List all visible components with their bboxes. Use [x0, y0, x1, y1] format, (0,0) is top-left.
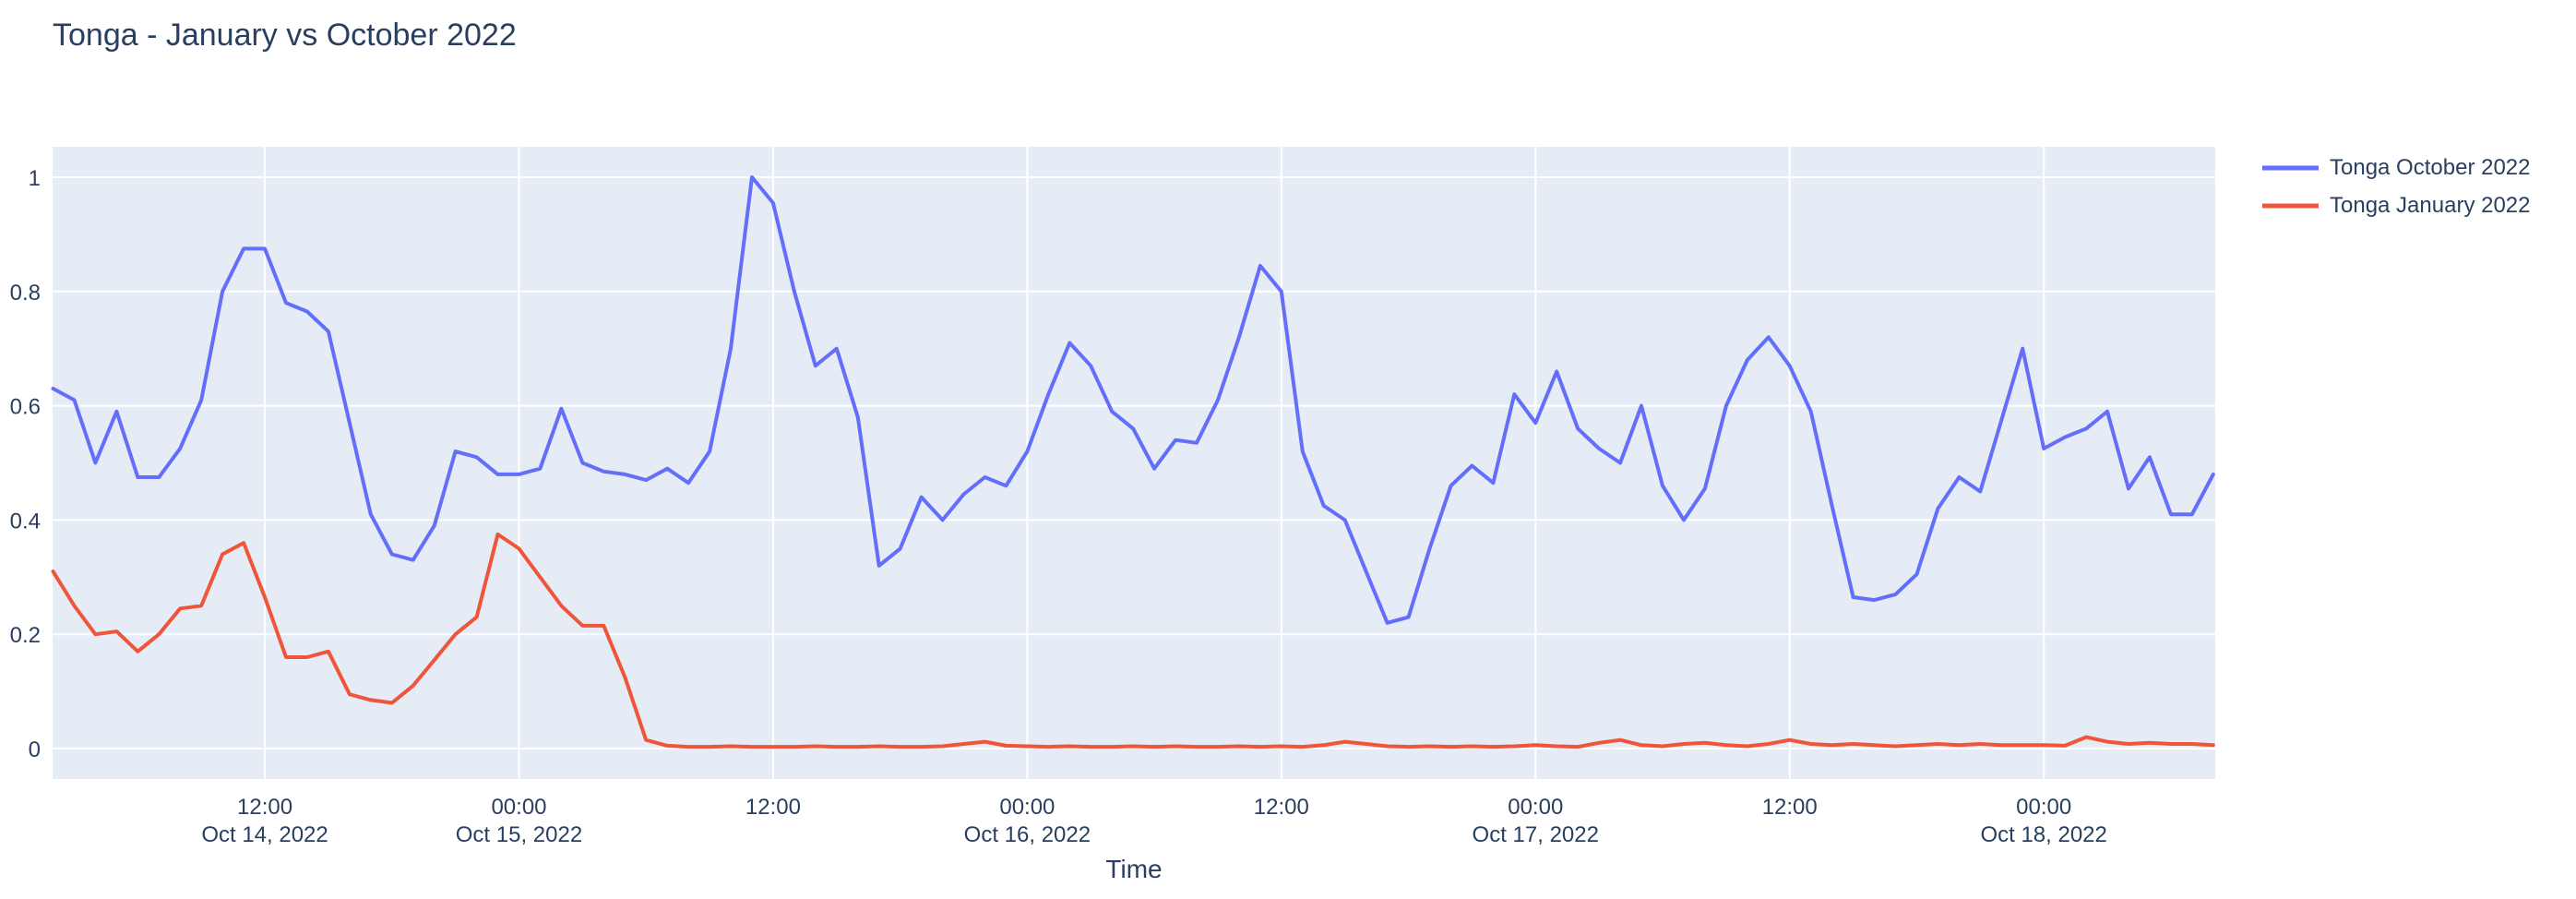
- legend: Tonga October 2022 Tonga January 2022: [2262, 155, 2531, 219]
- legend-line-october-icon: [2262, 165, 2319, 171]
- chart-title: Tonga - January vs October 2022: [53, 18, 517, 53]
- plot-background: [53, 147, 2215, 779]
- series-line-tonga-october-2022[interactable]: [51, 175, 2215, 625]
- x-tick-date-label: Oct 17, 2022: [1473, 822, 1599, 847]
- x-tick-time-label: 00:00: [1508, 795, 1563, 820]
- x-tick-time-label: 00:00: [2016, 795, 2071, 820]
- x-tick-time-label: 12:00: [745, 795, 801, 820]
- y-tick-label: 0.6: [10, 395, 41, 420]
- y-tick-label: 0.2: [10, 623, 41, 648]
- x-tick-date-label: Oct 16, 2022: [964, 822, 1091, 847]
- x-axis-title: Time: [1105, 855, 1163, 883]
- legend-label-january: Tonga January 2022: [2330, 193, 2531, 218]
- y-tick-label: 0.8: [10, 281, 41, 306]
- y-tick-label: 0.4: [10, 509, 41, 533]
- series-line-tonga-january-2022[interactable]: [51, 532, 2215, 749]
- x-tick-time-label: 12:00: [1762, 795, 1818, 820]
- legend-label-october: Tonga October 2022: [2330, 155, 2531, 180]
- legend-item-tonga-january-2022[interactable]: Tonga January 2022: [2262, 193, 2531, 219]
- legend-item-tonga-october-2022[interactable]: Tonga October 2022: [2262, 155, 2531, 181]
- x-tick-date-label: Oct 18, 2022: [1980, 822, 2106, 847]
- y-tick-label: 1: [29, 166, 41, 191]
- x-tick-date-label: Oct 15, 2022: [456, 822, 582, 847]
- x-tick-time-label: 00:00: [999, 795, 1055, 820]
- x-tick-time-label: 00:00: [491, 795, 546, 820]
- legend-line-january-icon: [2262, 203, 2319, 209]
- y-tick-label: 0: [29, 737, 41, 762]
- x-tick-time-label: 12:00: [1254, 795, 1309, 820]
- x-tick-date-label: Oct 14, 2022: [201, 822, 328, 847]
- x-tick-time-label: 12:00: [237, 795, 292, 820]
